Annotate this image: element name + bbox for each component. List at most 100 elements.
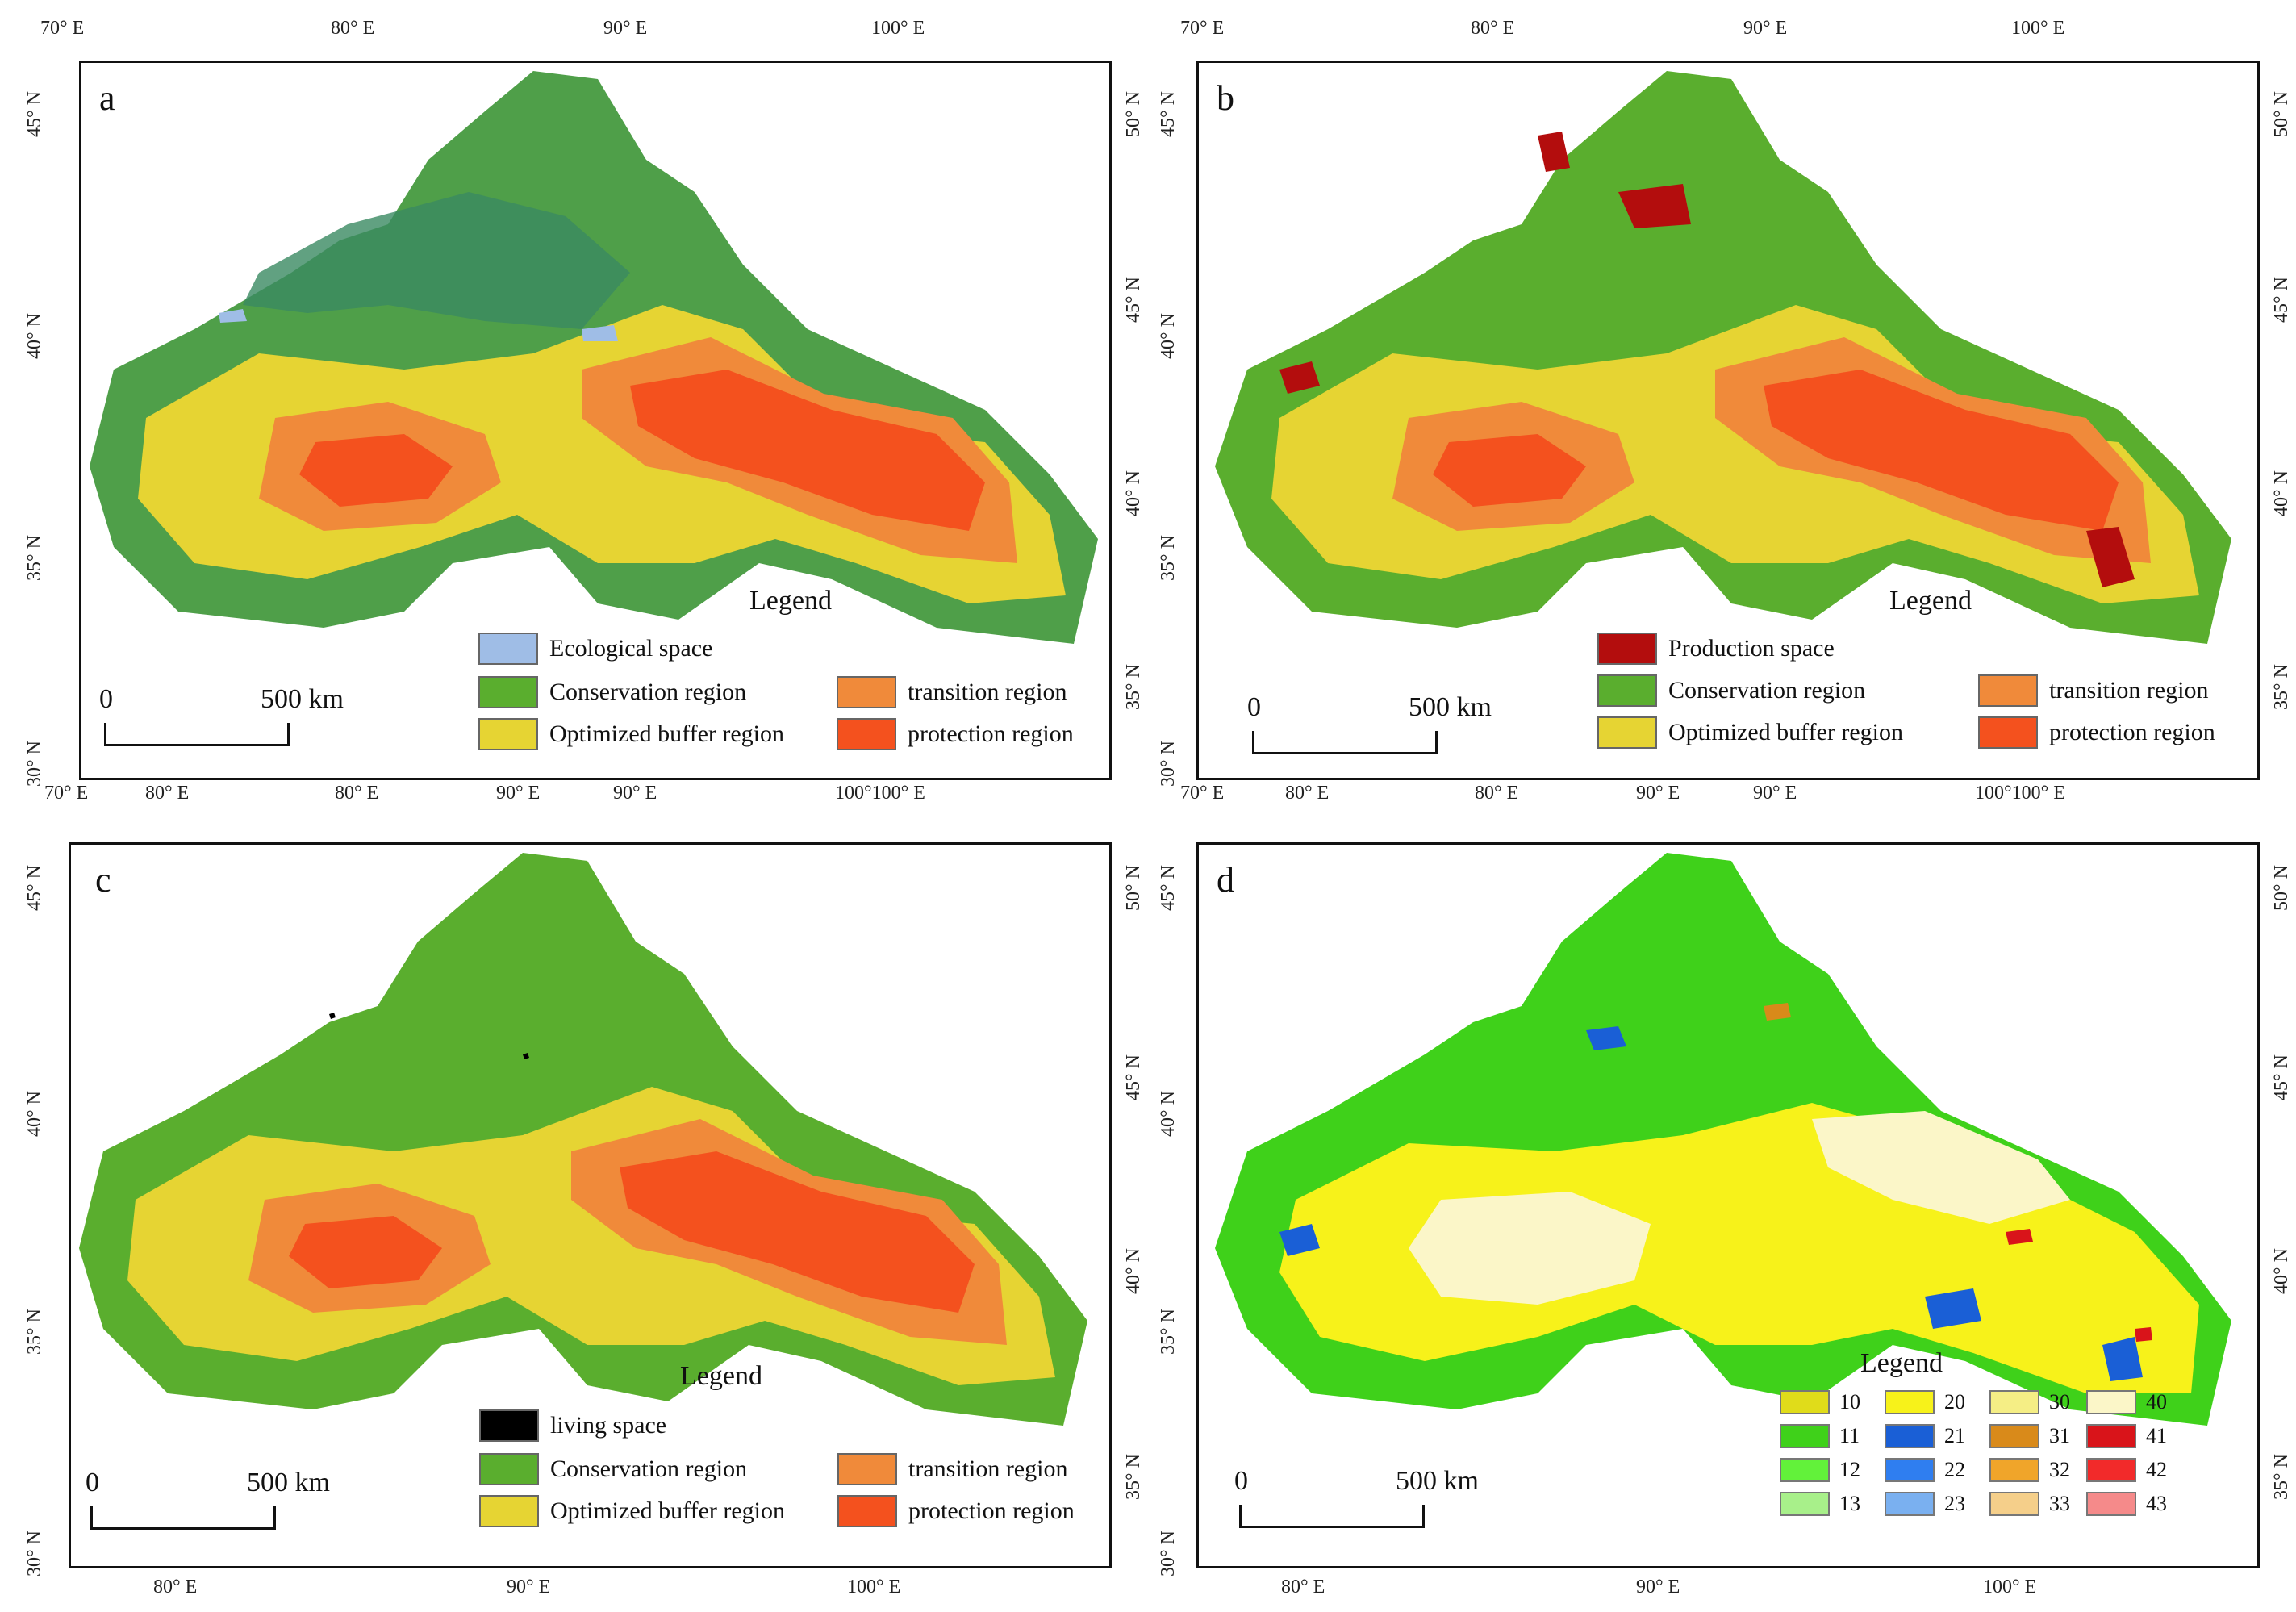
- bottom-tick: 80° E: [1281, 1577, 1325, 1597]
- legend-title: Legend: [1889, 586, 1972, 616]
- left-tick: 35° N: [24, 535, 45, 581]
- scale-line: [104, 723, 290, 746]
- legend-swatch: [1885, 1492, 1935, 1516]
- legend-swatch: [1597, 674, 1657, 707]
- scale-zero: 0: [99, 684, 113, 714]
- legend-item-conservation: Conservation region: [478, 676, 746, 708]
- right-tick: 35° N: [1123, 1454, 1144, 1500]
- legend-swatch: [1978, 674, 2038, 707]
- legend-item-20: 20: [1885, 1390, 1965, 1414]
- legend-item-12: 12: [1780, 1458, 1860, 1482]
- bottom-tick: 70° E: [1180, 783, 1225, 804]
- left-tick: 45° N: [1158, 91, 1179, 137]
- bottom-tick: 80° E: [1285, 783, 1330, 804]
- legend-item-transition: transition region: [837, 676, 1067, 708]
- legend-item-protection: protection region: [837, 1495, 1075, 1527]
- legend-item-buffer: Optimized buffer region: [479, 1495, 785, 1527]
- left-tick: 40° N: [24, 1091, 45, 1137]
- bottom-tick: 70° E: [44, 783, 89, 804]
- top-tick: 100° E: [2011, 18, 2065, 39]
- bottom-tick: 90° E: [1636, 1577, 1680, 1597]
- top-tick: 100° E: [871, 18, 925, 39]
- legend-swatch: [1989, 1492, 2039, 1516]
- left-tick: 30° N: [24, 741, 45, 787]
- left-tick: 30° N: [1158, 741, 1179, 787]
- legend-swatch: [1989, 1424, 2039, 1448]
- legend-item-ecological-space: Ecological space: [478, 633, 712, 665]
- map-panel-b: 70° E 80° E 90° E 100° E b Legend Produc…: [1148, 0, 2296, 806]
- right-tick: 40° N: [1123, 470, 1144, 516]
- legend-item-production-space: Production space: [1597, 633, 1835, 665]
- transition-zone: [259, 337, 1017, 563]
- scale-zero: 0: [1247, 692, 1261, 722]
- legend-item-10: 10: [1780, 1390, 1860, 1414]
- scale-bar: 0 500 km: [1247, 692, 1492, 765]
- desert-pale: [1409, 1111, 2070, 1305]
- map-frame: a Legend Ecological space Conservation r…: [79, 61, 1112, 780]
- orange-patch: [1764, 1003, 1791, 1021]
- scale-zero: 0: [1234, 1466, 1248, 1496]
- scale-bar: 0 500 km: [99, 684, 344, 757]
- legend-swatch: [1989, 1458, 2039, 1482]
- bottom-tick: 100°100° E: [835, 783, 925, 804]
- legend-swatch: [1885, 1458, 1935, 1482]
- legend-swatch: [2086, 1458, 2136, 1482]
- bottom-tick: 100° E: [847, 1577, 901, 1597]
- left-tick: 45° N: [24, 91, 45, 137]
- top-tick: 70° E: [40, 18, 85, 39]
- buffer-zone: [138, 305, 1066, 603]
- legend-item-protection: protection region: [1978, 716, 2215, 749]
- legend-swatch: [837, 676, 896, 708]
- legend-swatch: [479, 1495, 539, 1527]
- bottom-tick: 90° E: [613, 783, 657, 804]
- legend-item-30: 30: [1989, 1390, 2070, 1414]
- transition-zone: [1392, 337, 2151, 563]
- right-tick: 50° N: [2271, 91, 2292, 137]
- protection-zone: [299, 370, 985, 531]
- right-tick: 50° N: [1123, 865, 1144, 911]
- legend-swatch: [1780, 1492, 1830, 1516]
- legend-item-protection: protection region: [837, 718, 1074, 750]
- panel-letter: b: [1217, 78, 1234, 118]
- legend-title: Legend: [749, 586, 832, 616]
- bottom-tick: 90° E: [496, 783, 541, 804]
- right-tick: 40° N: [1123, 1248, 1144, 1294]
- region-map: [90, 71, 1098, 644]
- urban: [2006, 1229, 2152, 1342]
- map-frame: d Legend 10 20 30 40 11 21 31 41 12 22 3…: [1196, 842, 2260, 1568]
- buffer-zone: [127, 1087, 1055, 1385]
- scale-line: [90, 1506, 276, 1530]
- left-tick: 40° N: [24, 313, 45, 359]
- left-tick: 35° N: [24, 1309, 45, 1355]
- legend-item-22: 22: [1885, 1458, 1965, 1482]
- left-tick: 30° N: [1158, 1531, 1179, 1577]
- bottom-tick: 80° E: [1475, 783, 1519, 804]
- legend-item-40: 40: [2086, 1390, 2167, 1414]
- bottom-tick: 80° E: [335, 783, 379, 804]
- scale-bar: 0 500 km: [86, 1468, 330, 1540]
- right-tick: 45° N: [1123, 277, 1144, 323]
- legend-title: Legend: [1860, 1348, 1943, 1378]
- top-tick: 90° E: [603, 18, 648, 39]
- bottom-tick: 90° E: [1753, 783, 1797, 804]
- scale-label: 500 km: [1409, 692, 1492, 722]
- legend-swatch: [479, 1409, 539, 1442]
- legend-swatch: [837, 718, 896, 750]
- legend-item-42: 42: [2086, 1458, 2167, 1482]
- bottom-tick: 80° E: [145, 783, 190, 804]
- legend-swatch: [2086, 1390, 2136, 1414]
- legend-swatch: [1978, 716, 2038, 749]
- legend-item-41: 41: [2086, 1424, 2167, 1448]
- panel-letter: c: [95, 860, 111, 900]
- panel-letter: a: [99, 78, 115, 118]
- buffer-zone: [1271, 305, 2199, 603]
- legend-swatch: [478, 633, 538, 665]
- legend-item-conservation: Conservation region: [479, 1453, 747, 1485]
- legend-item-buffer: Optimized buffer region: [1597, 716, 1903, 749]
- protection-zone: [1433, 370, 2119, 531]
- legend-item-33: 33: [1989, 1492, 2070, 1516]
- legend-item-32: 32: [1989, 1458, 2070, 1482]
- legend-swatch: [478, 676, 538, 708]
- legend-item-buffer: Optimized buffer region: [478, 718, 784, 750]
- legend-swatch: [1597, 633, 1657, 665]
